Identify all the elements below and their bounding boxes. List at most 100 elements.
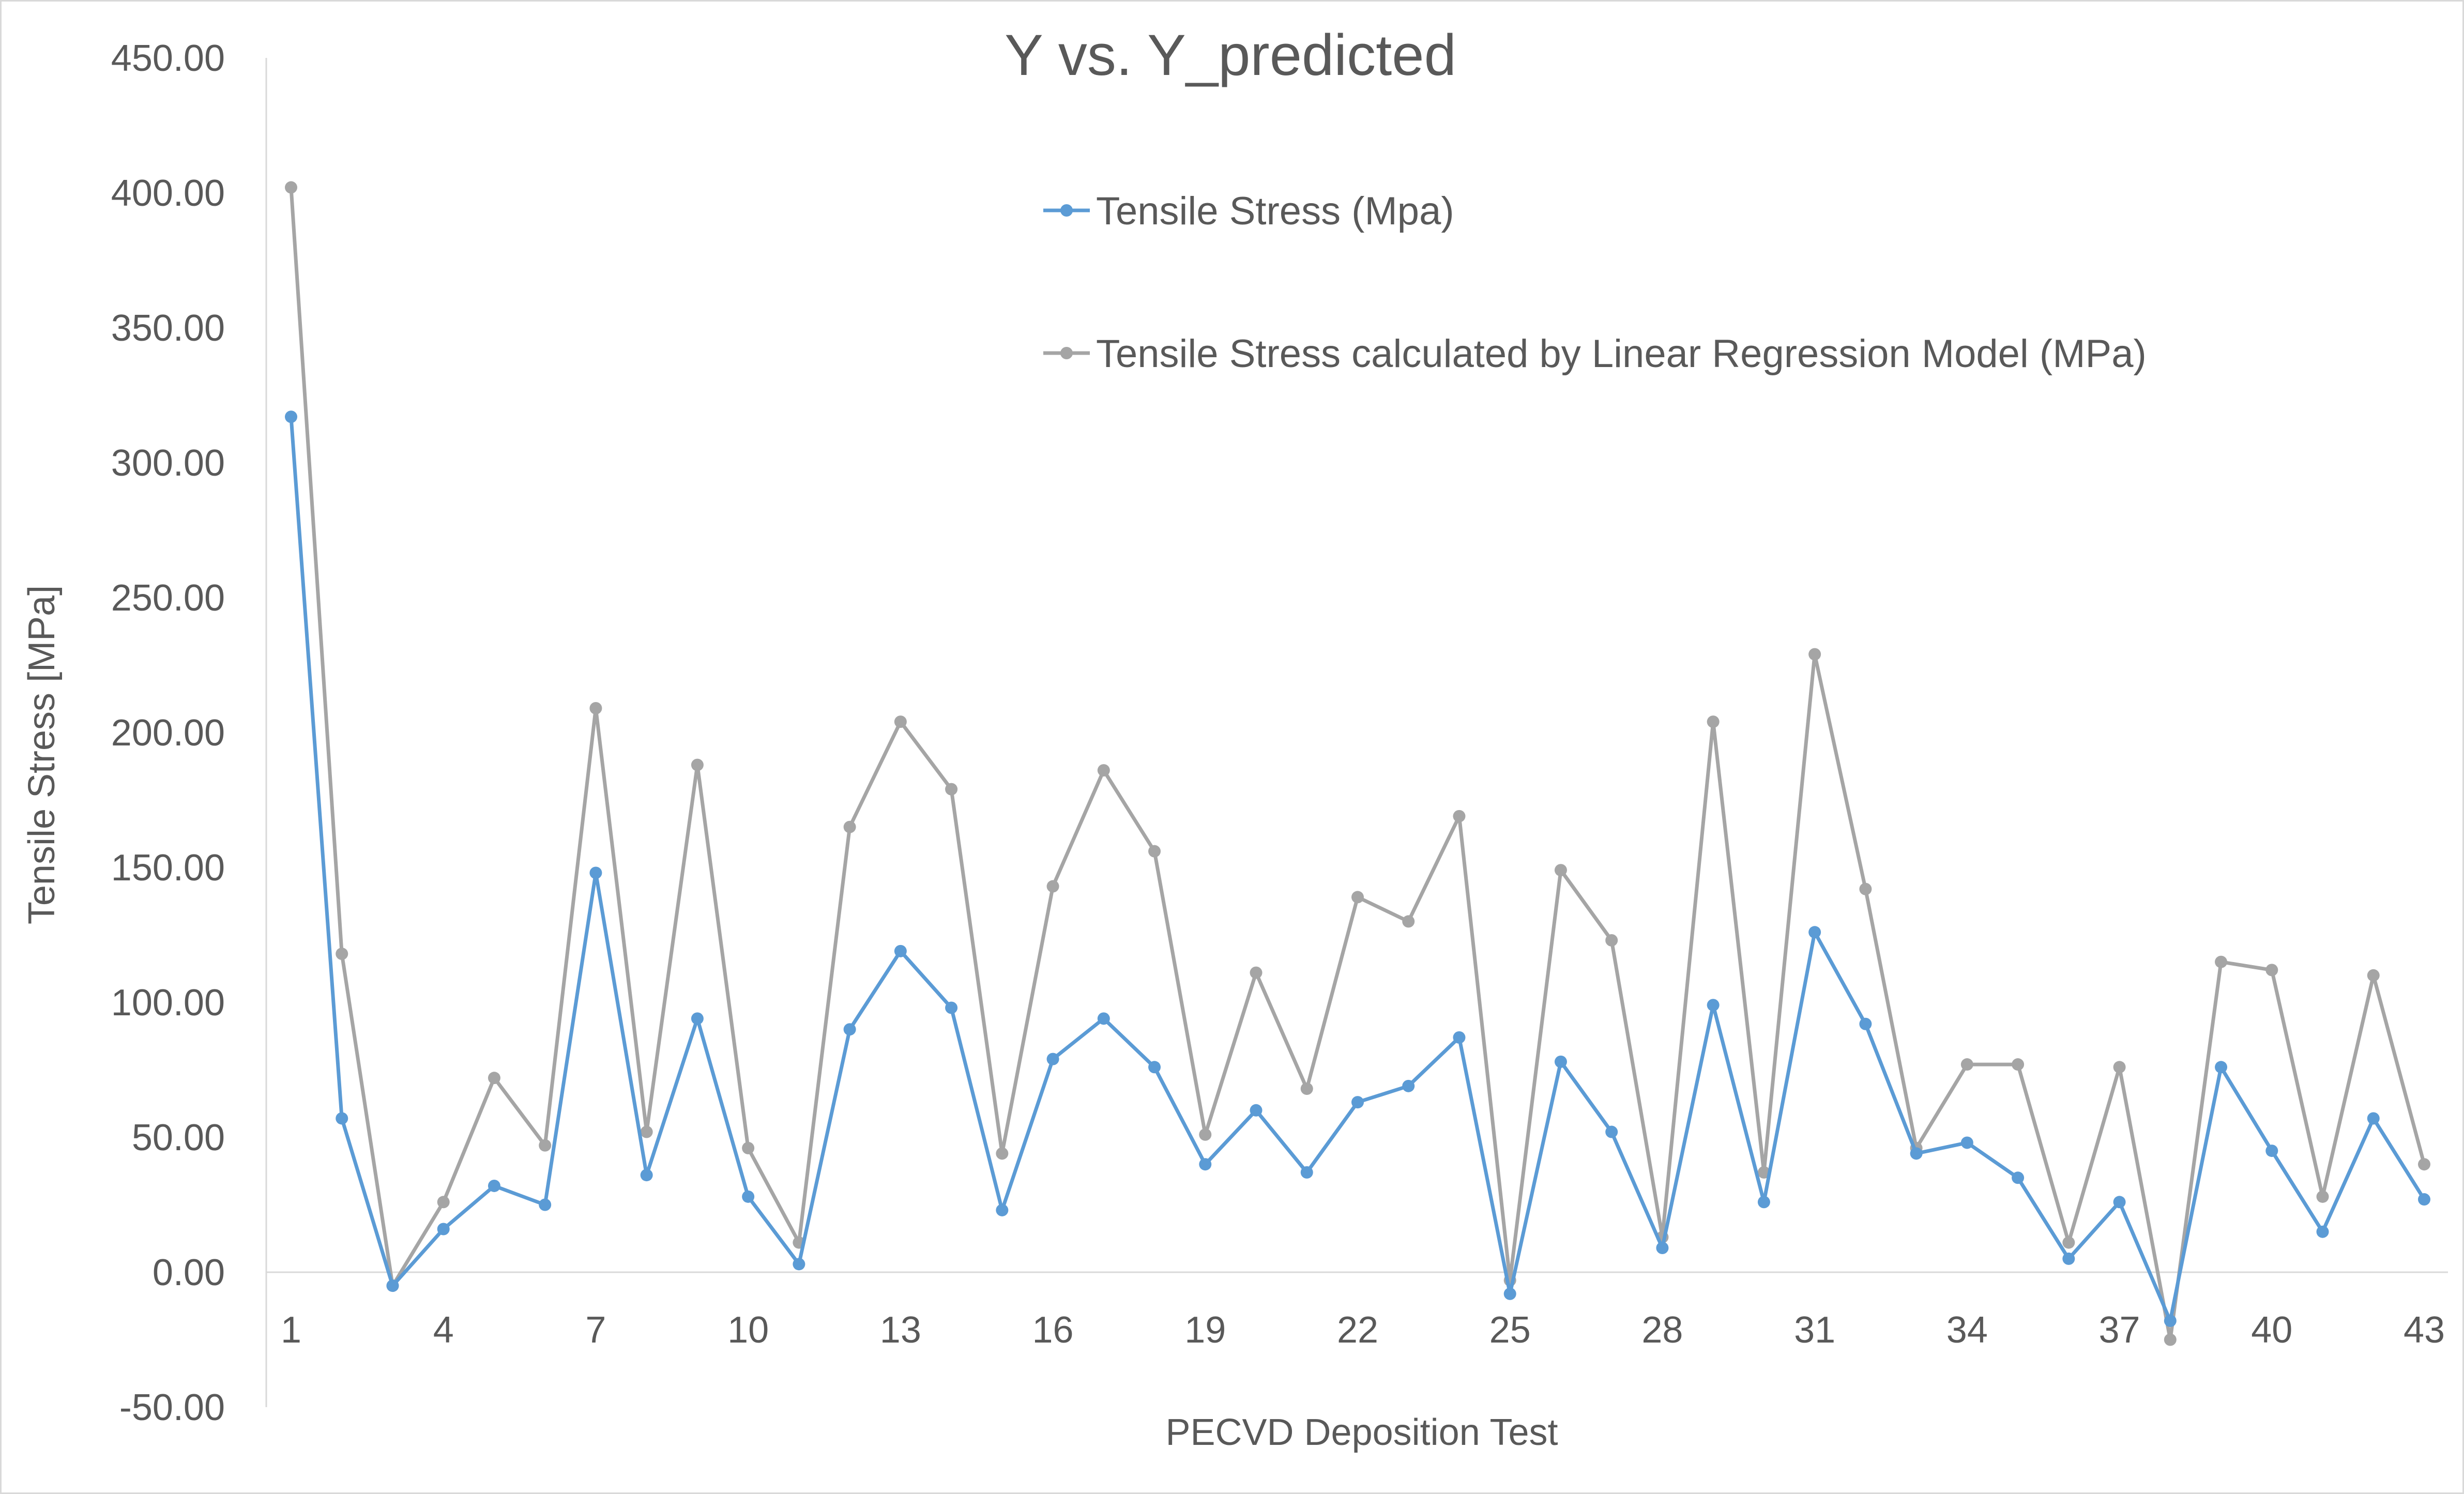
data-point bbox=[1097, 764, 1110, 777]
data-point bbox=[691, 1012, 704, 1025]
x-tick-label: 43 bbox=[2404, 1309, 2445, 1351]
data-point bbox=[1097, 1012, 1110, 1025]
y-tick-label: 100.00 bbox=[111, 982, 225, 1024]
data-point bbox=[2012, 1058, 2025, 1071]
data-point bbox=[640, 1169, 653, 1182]
y-tick-label: 200.00 bbox=[111, 712, 225, 754]
x-axis-label: PECVD Deposition Test bbox=[1165, 1412, 1558, 1453]
x-tick-label: 7 bbox=[585, 1309, 606, 1351]
data-point bbox=[1351, 1096, 1364, 1109]
data-point bbox=[1250, 1104, 1263, 1117]
data-point bbox=[1554, 1055, 1567, 1068]
x-axis: 1 4 7 10 13 16 19 22 25 28 31 34 37 40 43 bbox=[266, 1271, 2448, 1351]
data-point bbox=[2062, 1252, 2075, 1265]
legend: Tensile Stress (Mpa) Tensile Stress calcu… bbox=[1043, 189, 2147, 376]
x-tick-label: 4 bbox=[433, 1309, 454, 1351]
data-point bbox=[1199, 1128, 1212, 1141]
data-point bbox=[285, 181, 297, 194]
legend-label: Tensile Stress (Mpa) bbox=[1096, 189, 1454, 233]
data-point bbox=[996, 1147, 1009, 1160]
legend-marker bbox=[1060, 204, 1073, 217]
data-point bbox=[1554, 864, 1567, 877]
data-point bbox=[996, 1203, 1009, 1216]
y-tick-label: 350.00 bbox=[111, 308, 225, 349]
legend-item: Tensile Stress (Mpa) bbox=[1043, 189, 1454, 233]
x-tick-label: 25 bbox=[1489, 1309, 1531, 1351]
x-tick-label: 34 bbox=[1946, 1309, 1988, 1351]
data-point bbox=[539, 1198, 552, 1211]
x-tick-label: 40 bbox=[2251, 1309, 2292, 1351]
data-point bbox=[1148, 845, 1161, 858]
data-point bbox=[2367, 969, 2380, 982]
data-point bbox=[2062, 1236, 2075, 1249]
data-point bbox=[843, 820, 856, 833]
series-linear-regression bbox=[285, 181, 2430, 1346]
data-point bbox=[2316, 1190, 2329, 1203]
data-point bbox=[1910, 1147, 1923, 1160]
data-point bbox=[2367, 1112, 2380, 1125]
legend-label: Tensile Stress calculated by Linear Regr… bbox=[1096, 332, 2147, 376]
x-tick-label: 1 bbox=[281, 1309, 301, 1351]
data-point bbox=[1300, 1166, 1313, 1179]
data-point bbox=[1351, 891, 1364, 904]
legend-item: Tensile Stress calculated by Linear Regr… bbox=[1043, 332, 2147, 376]
data-point bbox=[640, 1125, 653, 1138]
data-point bbox=[2265, 964, 2278, 977]
y-tick-label: 0.00 bbox=[153, 1252, 225, 1293]
y-tick-label: 300.00 bbox=[111, 443, 225, 484]
data-point bbox=[1859, 1017, 1872, 1030]
y-tick-label: -50.00 bbox=[119, 1387, 225, 1428]
data-point bbox=[742, 1141, 755, 1154]
data-point bbox=[2418, 1158, 2430, 1171]
data-point bbox=[1859, 882, 1872, 895]
x-tick-label: 31 bbox=[1794, 1309, 1835, 1351]
data-point bbox=[2164, 1333, 2177, 1346]
data-point bbox=[1808, 648, 1821, 661]
legend-marker bbox=[1060, 347, 1073, 359]
data-point bbox=[793, 1258, 805, 1271]
data-point bbox=[1960, 1136, 1973, 1149]
data-point bbox=[1757, 1196, 1770, 1209]
data-point bbox=[1199, 1158, 1212, 1171]
data-point bbox=[1402, 915, 1415, 928]
y-axis-label: Tensile Stress [MPa] bbox=[21, 585, 63, 924]
y-tick-label: 450.00 bbox=[111, 38, 225, 79]
data-point bbox=[1808, 926, 1821, 939]
data-point bbox=[1148, 1061, 1161, 1074]
data-point bbox=[894, 944, 907, 957]
plot-series bbox=[285, 181, 2430, 1346]
data-point bbox=[742, 1190, 755, 1203]
data-point bbox=[2113, 1196, 2126, 1209]
data-point bbox=[894, 715, 907, 728]
data-point bbox=[1046, 880, 1059, 893]
data-point bbox=[336, 1112, 348, 1125]
data-point bbox=[2418, 1193, 2430, 1206]
x-tick-label: 16 bbox=[1032, 1309, 1074, 1351]
y-tick-label: 400.00 bbox=[111, 173, 225, 214]
data-point bbox=[2012, 1171, 2025, 1184]
y-tick-label: 150.00 bbox=[111, 847, 225, 889]
data-point bbox=[2215, 1061, 2228, 1074]
data-point bbox=[1656, 1242, 1669, 1255]
data-point bbox=[1757, 1166, 1770, 1179]
data-point bbox=[1503, 1287, 1516, 1300]
data-point bbox=[1402, 1079, 1415, 1092]
data-point bbox=[843, 1023, 856, 1036]
x-tick-label: 19 bbox=[1184, 1309, 1226, 1351]
data-point bbox=[539, 1139, 552, 1152]
data-point bbox=[488, 1072, 500, 1085]
data-point bbox=[2113, 1061, 2126, 1074]
data-point bbox=[1300, 1083, 1313, 1095]
data-point bbox=[1453, 1031, 1466, 1044]
data-point bbox=[2215, 955, 2228, 968]
data-point bbox=[1707, 999, 1720, 1012]
y-tick-label: 250.00 bbox=[111, 577, 225, 619]
data-point bbox=[1453, 810, 1466, 822]
data-point bbox=[488, 1179, 500, 1192]
data-point bbox=[2316, 1225, 2329, 1238]
x-tick-label: 22 bbox=[1337, 1309, 1378, 1351]
data-point bbox=[589, 866, 602, 879]
data-point bbox=[1605, 1125, 1618, 1138]
data-point bbox=[285, 410, 297, 423]
